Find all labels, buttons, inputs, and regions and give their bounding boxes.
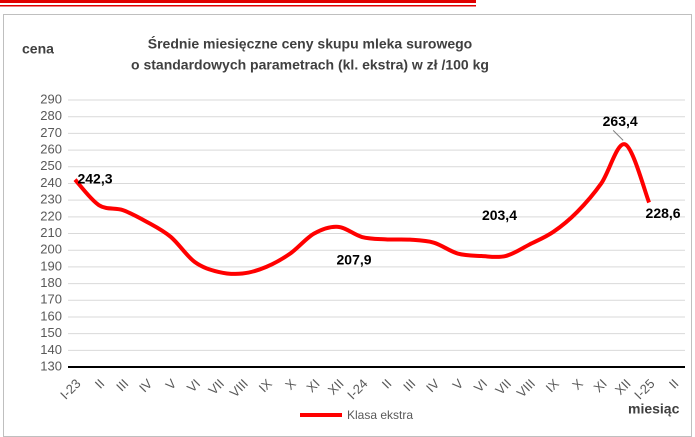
data-label: 207,9 xyxy=(337,252,372,268)
y-tick-label: 190 xyxy=(40,258,62,273)
y-tick-label: 220 xyxy=(40,208,62,223)
header-underline xyxy=(0,5,476,7)
y-tick-label: 260 xyxy=(40,142,62,157)
data-label: 203,4 xyxy=(482,207,517,223)
y-tick-label: 280 xyxy=(40,108,62,123)
header-fragment xyxy=(0,0,476,3)
data-label: 228,6 xyxy=(646,205,681,221)
y-tick-label: 150 xyxy=(40,325,62,340)
y-tick-label: 250 xyxy=(40,158,62,173)
leader-line xyxy=(612,130,624,141)
y-tick-label: 240 xyxy=(40,175,62,190)
y-tick-label: 160 xyxy=(40,308,62,323)
y-tick-label: 230 xyxy=(40,192,62,207)
y-tick-label: 140 xyxy=(40,342,62,357)
y-tick-label: 170 xyxy=(40,292,62,307)
y-tick-label: 180 xyxy=(40,275,62,290)
y-tick-label: 130 xyxy=(40,358,62,373)
data-label: 242,3 xyxy=(77,170,112,186)
chart-frame xyxy=(3,14,692,437)
y-tick-label: 270 xyxy=(40,125,62,140)
legend-label: Klasa ekstra xyxy=(347,408,413,422)
y-tick-label: 290 xyxy=(40,91,62,106)
y-tick-label: 200 xyxy=(40,242,62,257)
y-tick-label: 210 xyxy=(40,225,62,240)
chart-title: Średnie miesięczne ceny skupu mleka suro… xyxy=(148,35,472,52)
line-series xyxy=(73,142,651,276)
data-label: 263,4 xyxy=(603,113,638,129)
x-axis-label: miesiąc xyxy=(628,401,680,417)
y-axis-label: cena xyxy=(22,41,54,57)
chart-subtitle: o standardowych parametrach (kl. ekstra)… xyxy=(131,57,489,73)
